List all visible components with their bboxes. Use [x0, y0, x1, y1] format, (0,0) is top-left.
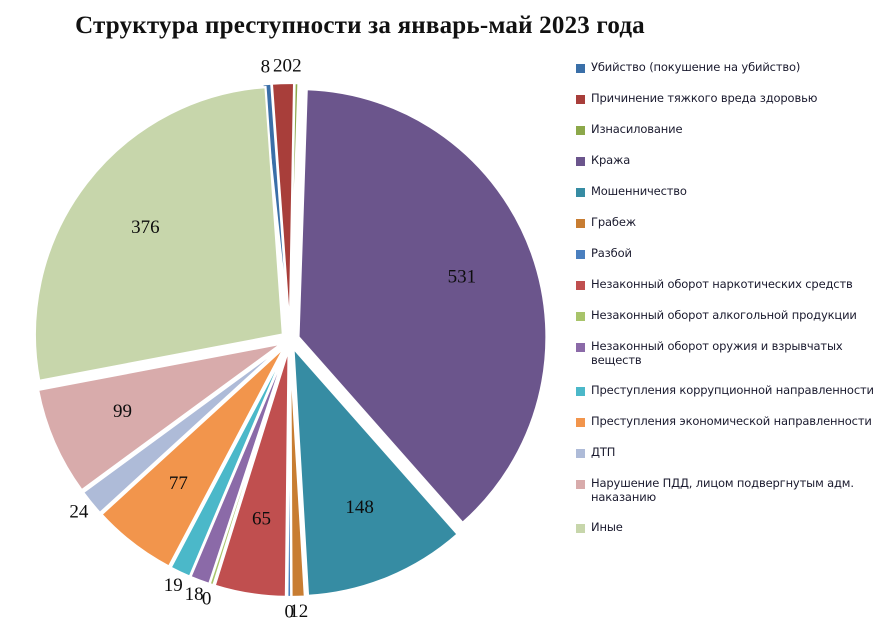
- pie-slice[interactable]: [289, 81, 300, 332]
- legend-item[interactable]: Преступления коррупционной направленност…: [576, 383, 878, 405]
- pie-slice-value-label: 0: [202, 588, 212, 609]
- pie-slice-value-label: 148: [345, 497, 374, 518]
- legend-item[interactable]: Грабеж: [576, 215, 878, 237]
- pie-slice[interactable]: [81, 344, 284, 515]
- pie-slice[interactable]: [169, 347, 288, 579]
- pie-slice-value-label: 18: [185, 584, 204, 605]
- pie-slice-value-label: 65: [252, 509, 271, 530]
- legend-item[interactable]: Незаконный оборот наркотических средств: [576, 277, 878, 299]
- pie-plot-area: 8 20 2 531 148 12 0 65 0 18 19 77 24 99 376: [0, 48, 580, 633]
- legend-item[interactable]: Изнасилование: [576, 122, 878, 144]
- legend-item-label: Незаконный оборот алкогольной продукции: [591, 308, 857, 322]
- legend-swatch-icon: [576, 126, 585, 135]
- legend-item-label: Разбой: [591, 246, 632, 260]
- pie-slice-value-label: 24: [69, 501, 89, 522]
- pie-slice-value-label: 19: [164, 575, 183, 596]
- legend-swatch-icon: [576, 157, 585, 166]
- legend-swatch-icon: [576, 250, 585, 259]
- legend-swatch-icon: [576, 387, 585, 396]
- legend-item[interactable]: Незаконный оборот оружия и взрывчатых ве…: [576, 339, 878, 367]
- legend-item-label: Мошенничество: [591, 184, 687, 198]
- pie-slice-value-label: 99: [113, 401, 132, 422]
- pie-slice[interactable]: [297, 87, 548, 525]
- pie-slice-value-label: 77: [169, 473, 188, 494]
- pie-slice[interactable]: [99, 346, 286, 569]
- pie-slice-value-label: 12: [289, 601, 308, 622]
- legend-swatch-icon: [576, 449, 585, 458]
- legend-item-label: Кража: [591, 153, 631, 167]
- pie-slice-value-label: 0: [284, 601, 294, 622]
- pie-slice[interactable]: [213, 348, 290, 598]
- pie-slice[interactable]: [36, 342, 283, 492]
- legend-item[interactable]: Убийство (покушение на убийство): [576, 60, 878, 82]
- legend-swatch-icon: [576, 95, 585, 104]
- legend-swatch-icon: [576, 343, 585, 352]
- pie-slice-value-label: 531: [448, 267, 477, 288]
- legend-swatch-icon: [576, 281, 585, 290]
- legend-item-label: ДТП: [591, 445, 616, 459]
- legend-item[interactable]: Незаконный оборот алкогольной продукции: [576, 308, 878, 330]
- legend-item-label: Изнасилование: [591, 122, 683, 136]
- legend-item-label: Убийство (покушение на убийство): [591, 60, 801, 74]
- pie-slice[interactable]: [33, 85, 285, 383]
- legend-item-label: Преступления экономической направленност…: [591, 414, 872, 428]
- chart-title: Структура преступности за январь-май 202…: [75, 12, 645, 39]
- legend-swatch-icon: [576, 480, 585, 489]
- legend-item[interactable]: Преступления экономической направленност…: [576, 414, 878, 436]
- legend-item[interactable]: Мошенничество: [576, 184, 878, 206]
- legend-swatch-icon: [576, 312, 585, 321]
- legend-item-label: Незаконный оборот наркотических средств: [591, 277, 853, 291]
- legend-swatch-icon: [576, 219, 585, 228]
- chart-legend: Убийство (покушение на убийство) Причинен…: [576, 60, 878, 620]
- pie-slice[interactable]: [286, 348, 293, 599]
- pie-slice-value-label: 376: [131, 217, 160, 238]
- legend-swatch-icon: [576, 418, 585, 427]
- legend-item-label: Причинение тяжкого вреда здоровью: [591, 91, 818, 105]
- pie-slice-value-label: 2: [292, 55, 302, 76]
- legend-item[interactable]: Иные: [576, 520, 878, 542]
- pie-slice[interactable]: [292, 345, 460, 598]
- legend-item[interactable]: Нарушение ПДД, лицом подвергнутым адм. н…: [576, 476, 878, 504]
- pie-slice-value-label: 8: [261, 56, 271, 77]
- legend-swatch-icon: [576, 188, 585, 197]
- legend-item[interactable]: ДТП: [576, 445, 878, 467]
- legend-item-label: Незаконный оборот оружия и взрывчатых ве…: [591, 339, 843, 367]
- legend-item[interactable]: Разбой: [576, 246, 878, 268]
- legend-item-label: Иные: [591, 520, 623, 534]
- legend-item-label: Нарушение ПДД, лицом подвергнутым адм. н…: [591, 476, 854, 504]
- legend-item[interactable]: Кража: [576, 153, 878, 175]
- legend-item-label: Грабеж: [591, 215, 636, 229]
- legend-item-label: Преступления коррупционной направленност…: [591, 383, 874, 397]
- pie-slices-group: [33, 81, 548, 599]
- pie-slice-value-label: 20: [273, 55, 292, 76]
- legend-item[interactable]: Причинение тяжкого вреда здоровью: [576, 91, 878, 113]
- legend-swatch-icon: [576, 64, 585, 73]
- legend-swatch-icon: [576, 524, 585, 533]
